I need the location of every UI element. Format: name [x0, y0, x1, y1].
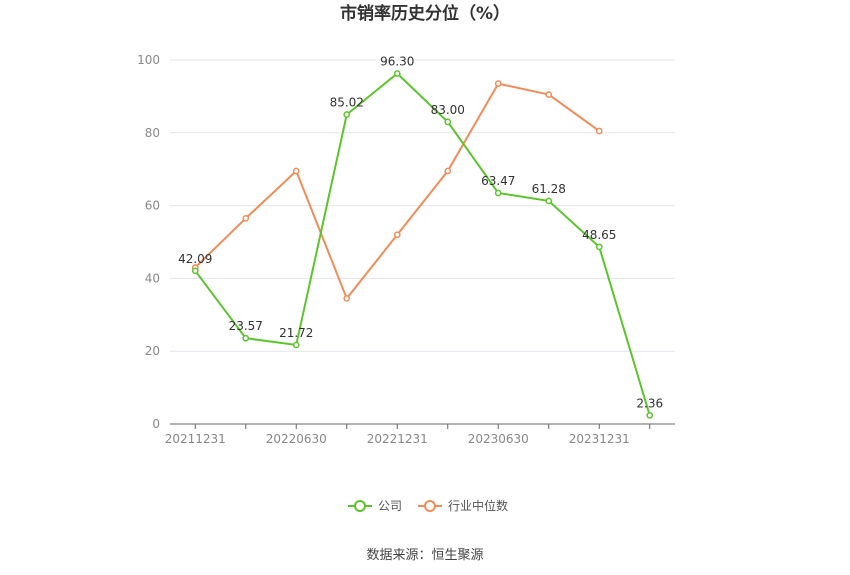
series-line-0 — [194, 72, 651, 416]
data-point[interactable] — [545, 197, 553, 205]
data-point[interactable] — [545, 91, 553, 98]
y-tick-label: 60 — [145, 199, 160, 213]
data-label: 61.28 — [532, 182, 566, 196]
grid — [170, 59, 675, 352]
y-tick-label: 0 — [152, 417, 160, 431]
data-label: 48.65 — [582, 228, 616, 242]
legend-item-1[interactable]: 行业中位数 — [418, 498, 508, 513]
y-tick-label: 100 — [137, 53, 160, 67]
data-label: 2.36 — [636, 396, 663, 410]
x-tick-label: 20231231 — [569, 432, 630, 446]
x-axis: 20211231 20220630 20221231 20230630 20231231 — [165, 423, 675, 446]
data-point[interactable] — [494, 80, 502, 88]
series-lines — [194, 72, 651, 416]
data-point[interactable] — [292, 341, 300, 349]
x-tick-label: 20221231 — [367, 432, 428, 446]
y-tick-label: 80 — [145, 126, 160, 140]
legend-item-0[interactable]: 公司 — [348, 499, 402, 513]
data-point[interactable] — [444, 118, 452, 126]
chart-title: 市销率历史分位（%） — [340, 3, 510, 24]
data-point[interactable] — [646, 412, 654, 419]
legend-swatch-marker — [354, 500, 366, 512]
data-point[interactable] — [242, 334, 250, 342]
data-point[interactable] — [595, 243, 603, 251]
data-point[interactable] — [444, 167, 452, 175]
data-label: 83.00 — [431, 103, 465, 117]
data-point[interactable] — [343, 111, 351, 118]
legend[interactable]: 公司 行业中位数 — [348, 498, 508, 513]
legend-label: 行业中位数 — [448, 498, 508, 513]
data-labels: 42.09 23.57 21.72 85.02 96.30 83.00 63.47 61.28… — [178, 54, 663, 410]
data-point[interactable] — [343, 295, 351, 302]
data-point[interactable] — [393, 70, 401, 77]
series-points — [191, 70, 654, 419]
data-point[interactable] — [595, 127, 603, 135]
x-tick-label: 20230630 — [468, 432, 529, 446]
data-label: 85.02 — [330, 96, 364, 110]
data-label: 23.57 — [229, 319, 263, 333]
data-point[interactable] — [292, 167, 300, 175]
legend-label: 公司 — [378, 499, 402, 513]
data-label: 96.30 — [380, 54, 414, 68]
data-point[interactable] — [242, 214, 250, 222]
legend-swatch-marker — [424, 500, 436, 512]
y-axis: 0 20 40 60 80 100 — [137, 53, 160, 431]
source-note: 数据来源：恒生聚源 — [366, 548, 483, 563]
data-label: 63.47 — [481, 174, 515, 188]
y-tick-label: 20 — [145, 344, 160, 358]
data-point[interactable] — [191, 267, 199, 275]
x-tick-label: 20211231 — [165, 432, 226, 446]
data-label: 21.72 — [279, 326, 313, 340]
x-tick-label: 20220630 — [266, 432, 327, 446]
data-point[interactable] — [393, 231, 401, 239]
data-point[interactable] — [494, 189, 502, 197]
y-tick-label: 40 — [145, 271, 160, 285]
data-label: 42.09 — [178, 252, 212, 266]
